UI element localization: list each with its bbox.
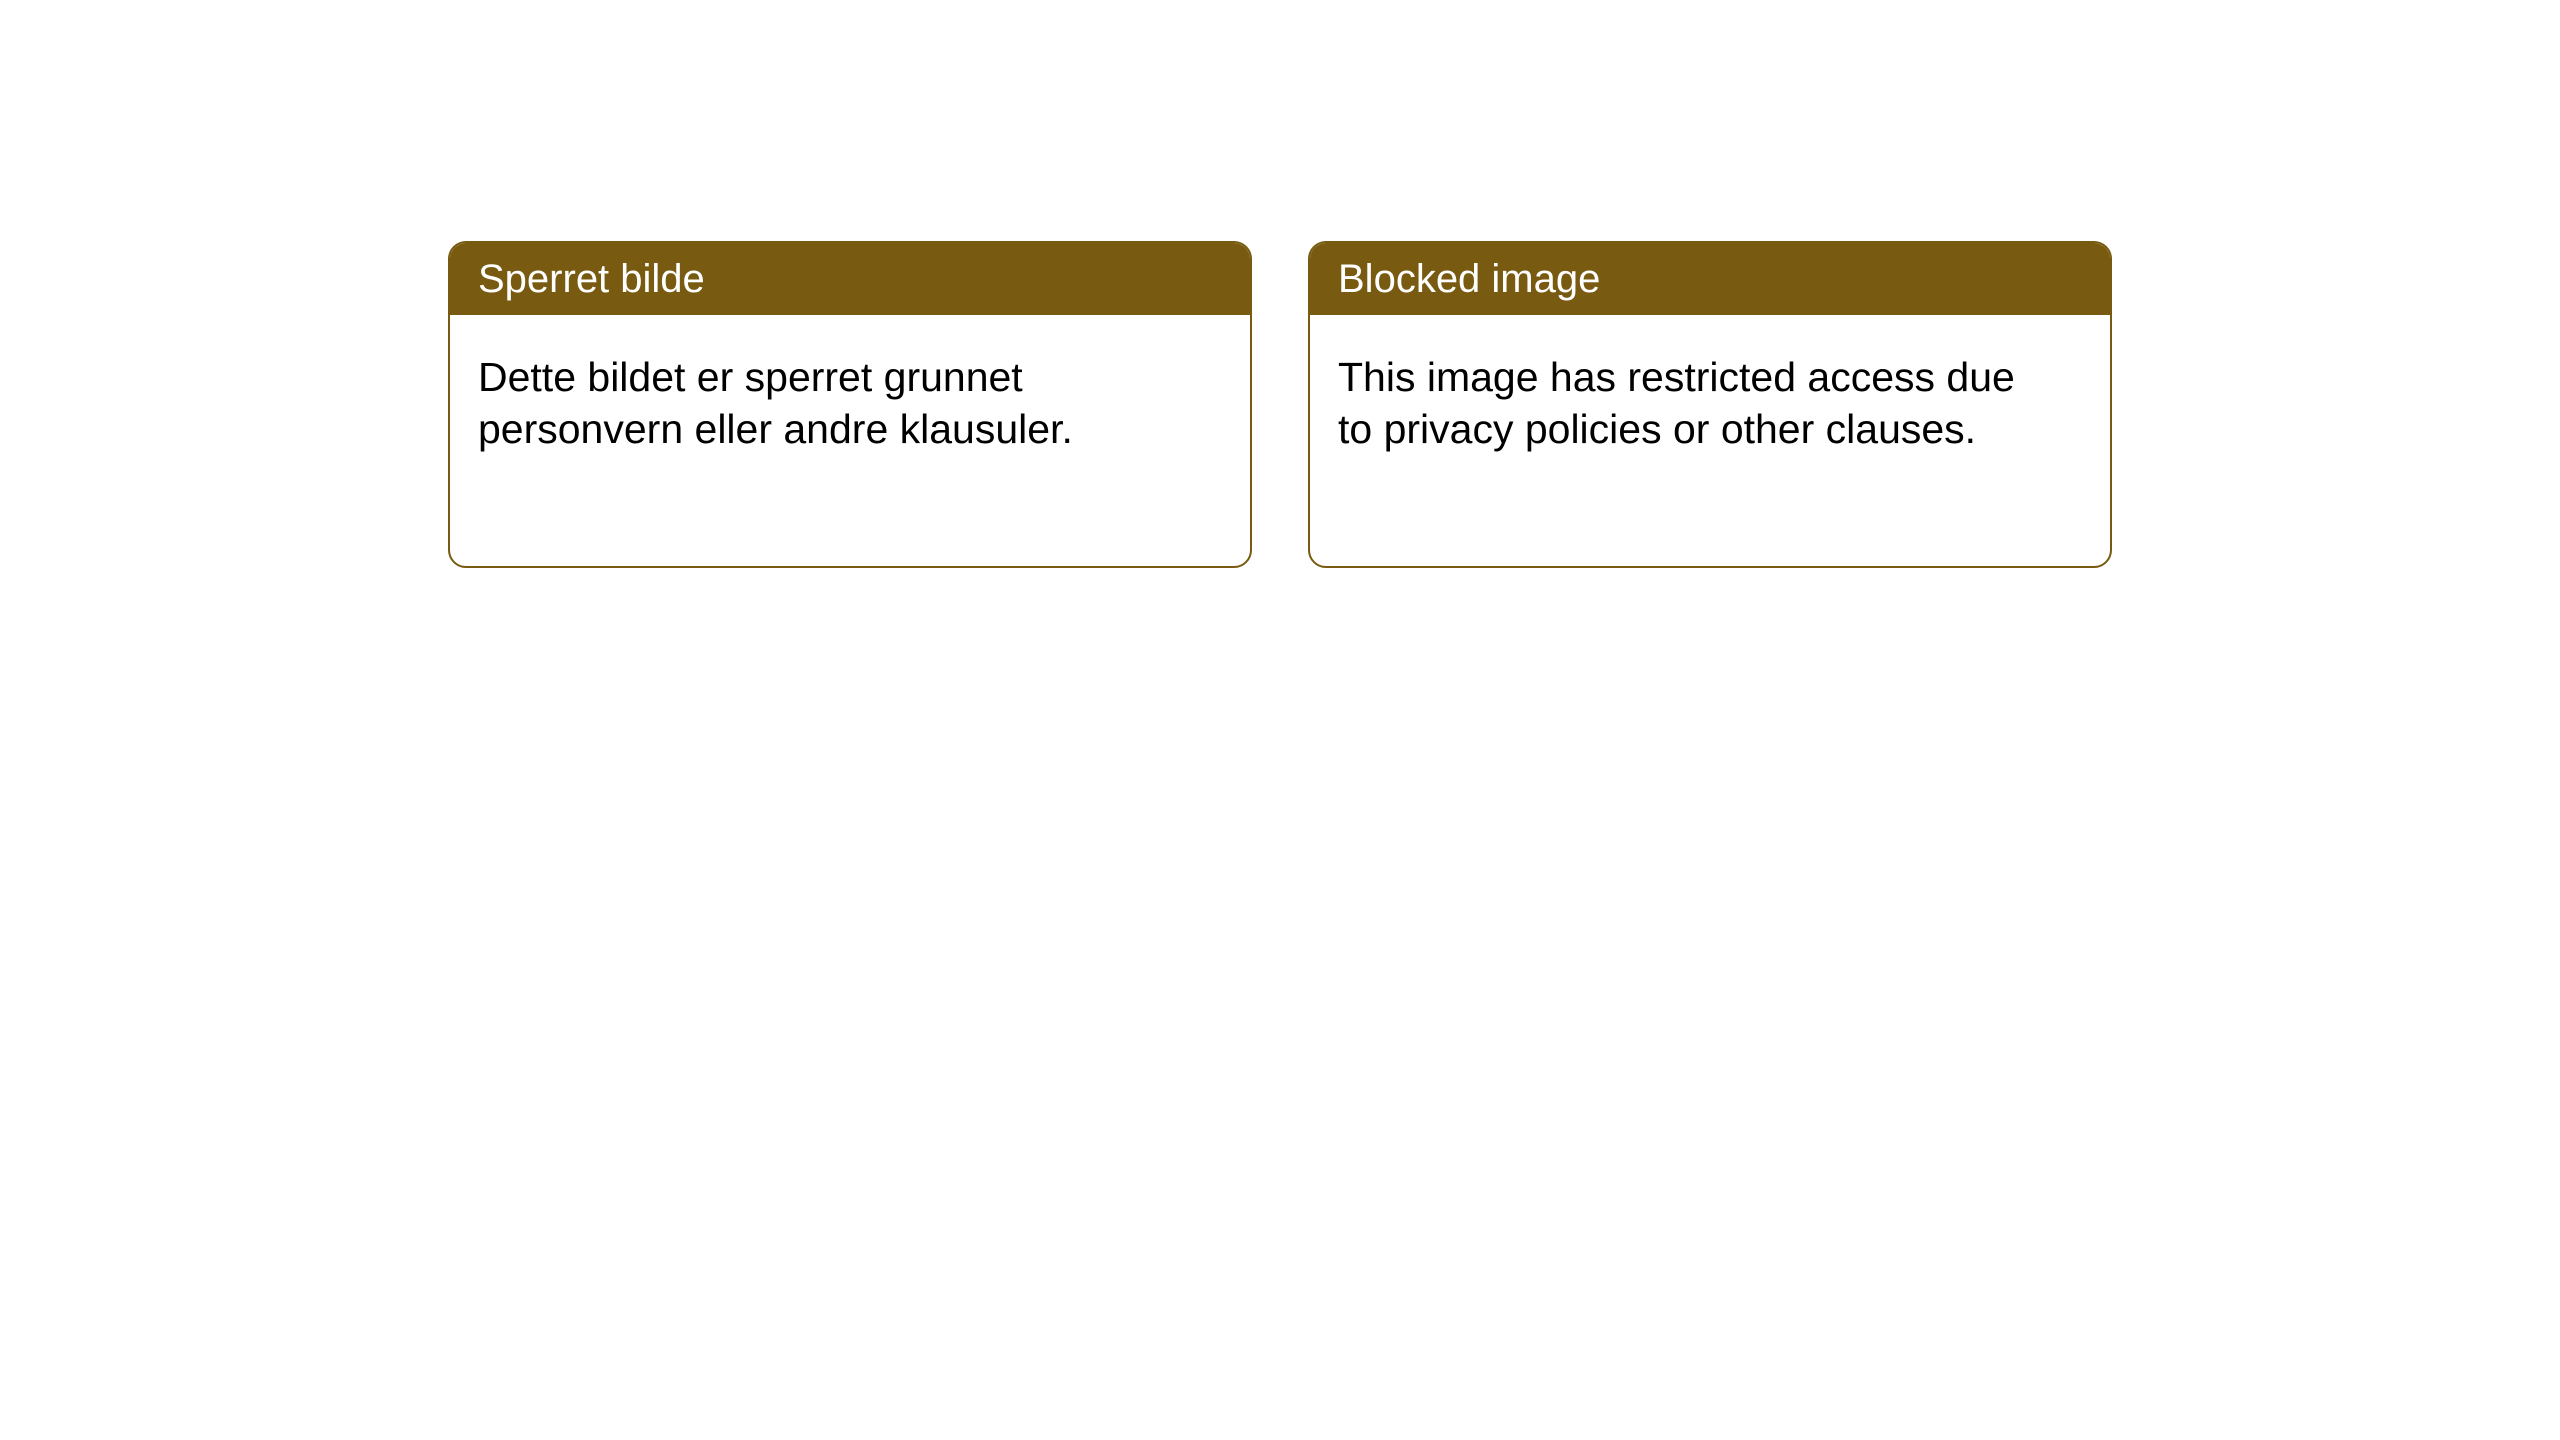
- blocked-image-card-en: Blocked image This image has restricted …: [1308, 241, 2112, 568]
- cards-row: Sperret bilde Dette bildet er sperret gr…: [0, 0, 2560, 568]
- blocked-image-card-no: Sperret bilde Dette bildet er sperret gr…: [448, 241, 1252, 568]
- card-header: Blocked image: [1310, 243, 2110, 315]
- card-header: Sperret bilde: [450, 243, 1250, 315]
- card-body: Dette bildet er sperret grunnet personve…: [450, 315, 1206, 566]
- card-body: This image has restricted access due to …: [1310, 315, 2066, 566]
